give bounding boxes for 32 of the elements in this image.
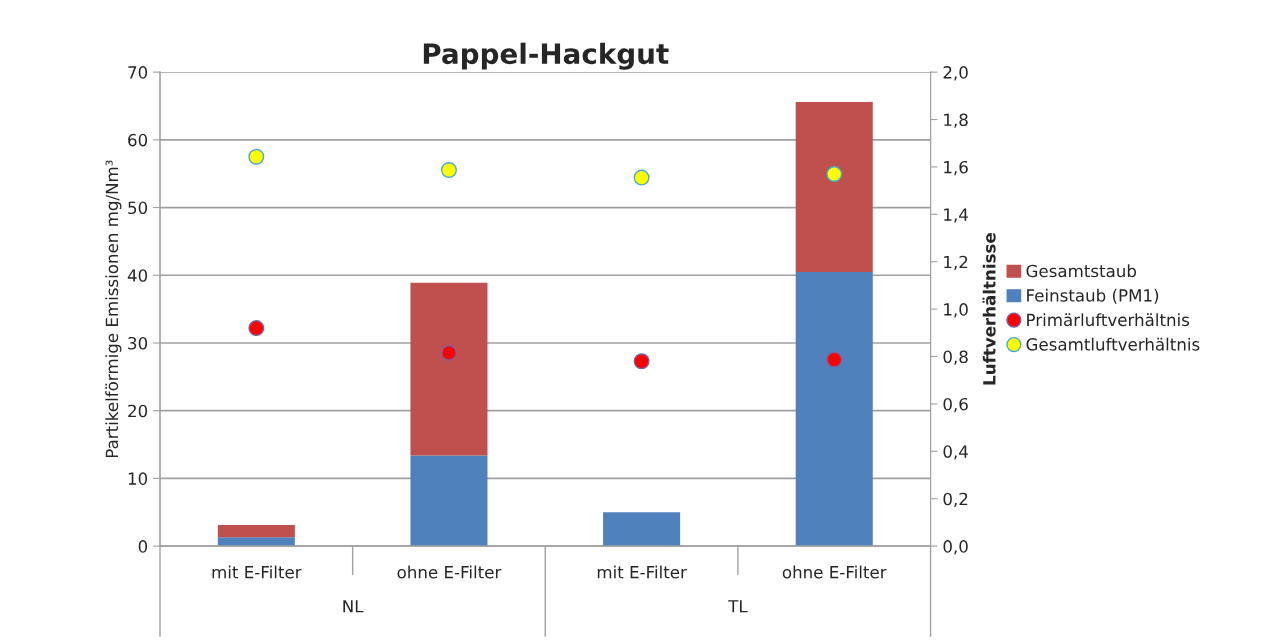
- y2-tick-label: 1,0: [944, 303, 968, 318]
- y2-tick-label: 1,8: [944, 113, 968, 128]
- y2-tick-label: 0,4: [943, 445, 968, 460]
- y-tick-label: 40: [127, 269, 148, 282]
- y2-tick-label: 0,8: [943, 350, 968, 365]
- chart-title: Pappel-Hackgut: [423, 42, 669, 70]
- text: TL: [728, 600, 748, 613]
- y2-tick-label: 1,2: [944, 255, 968, 270]
- legend-label: Gesamtluftverhältnis: [1026, 337, 1200, 351]
- y-tick-label: 10: [128, 472, 148, 485]
- y-tick-label: 70: [128, 66, 148, 79]
- y-tick-label: 60: [128, 133, 148, 147]
- text: NL: [343, 600, 364, 613]
- legend-label: Primärluftverhältnis: [1027, 313, 1190, 327]
- y-tick-label: 50: [128, 201, 148, 215]
- y2-axis-title: Luftverhältnisse: [982, 233, 996, 385]
- y-tick-label: 30: [128, 336, 148, 350]
- y2-tick-label: 0,0: [943, 540, 968, 555]
- x-tick-label: mit E-Filter: [597, 565, 687, 579]
- x-tick-label: mit E-Filter: [212, 565, 302, 579]
- y2-tick-label: 1,6: [944, 160, 968, 176]
- y-tick-label: 0: [138, 540, 148, 553]
- x-tick-label: ohne E-Filter: [397, 565, 502, 579]
- x-tick-label: ohne E-Filter: [782, 565, 887, 579]
- y2-tick-label: 0,6: [943, 397, 968, 413]
- legend-label: Gesamtstaub: [1026, 264, 1137, 278]
- y2-tick-label: 0,2: [943, 492, 968, 507]
- y2-tick-label: 2,0: [943, 66, 968, 81]
- legend-label: Feinstaub (PM1): [1027, 288, 1159, 304]
- y2-tick-label: 1,4: [944, 208, 968, 223]
- y-tick-label: 20: [128, 404, 148, 418]
- y-axis-title: Partikelförmige Emissionen mg/Nm³: [105, 160, 122, 458]
